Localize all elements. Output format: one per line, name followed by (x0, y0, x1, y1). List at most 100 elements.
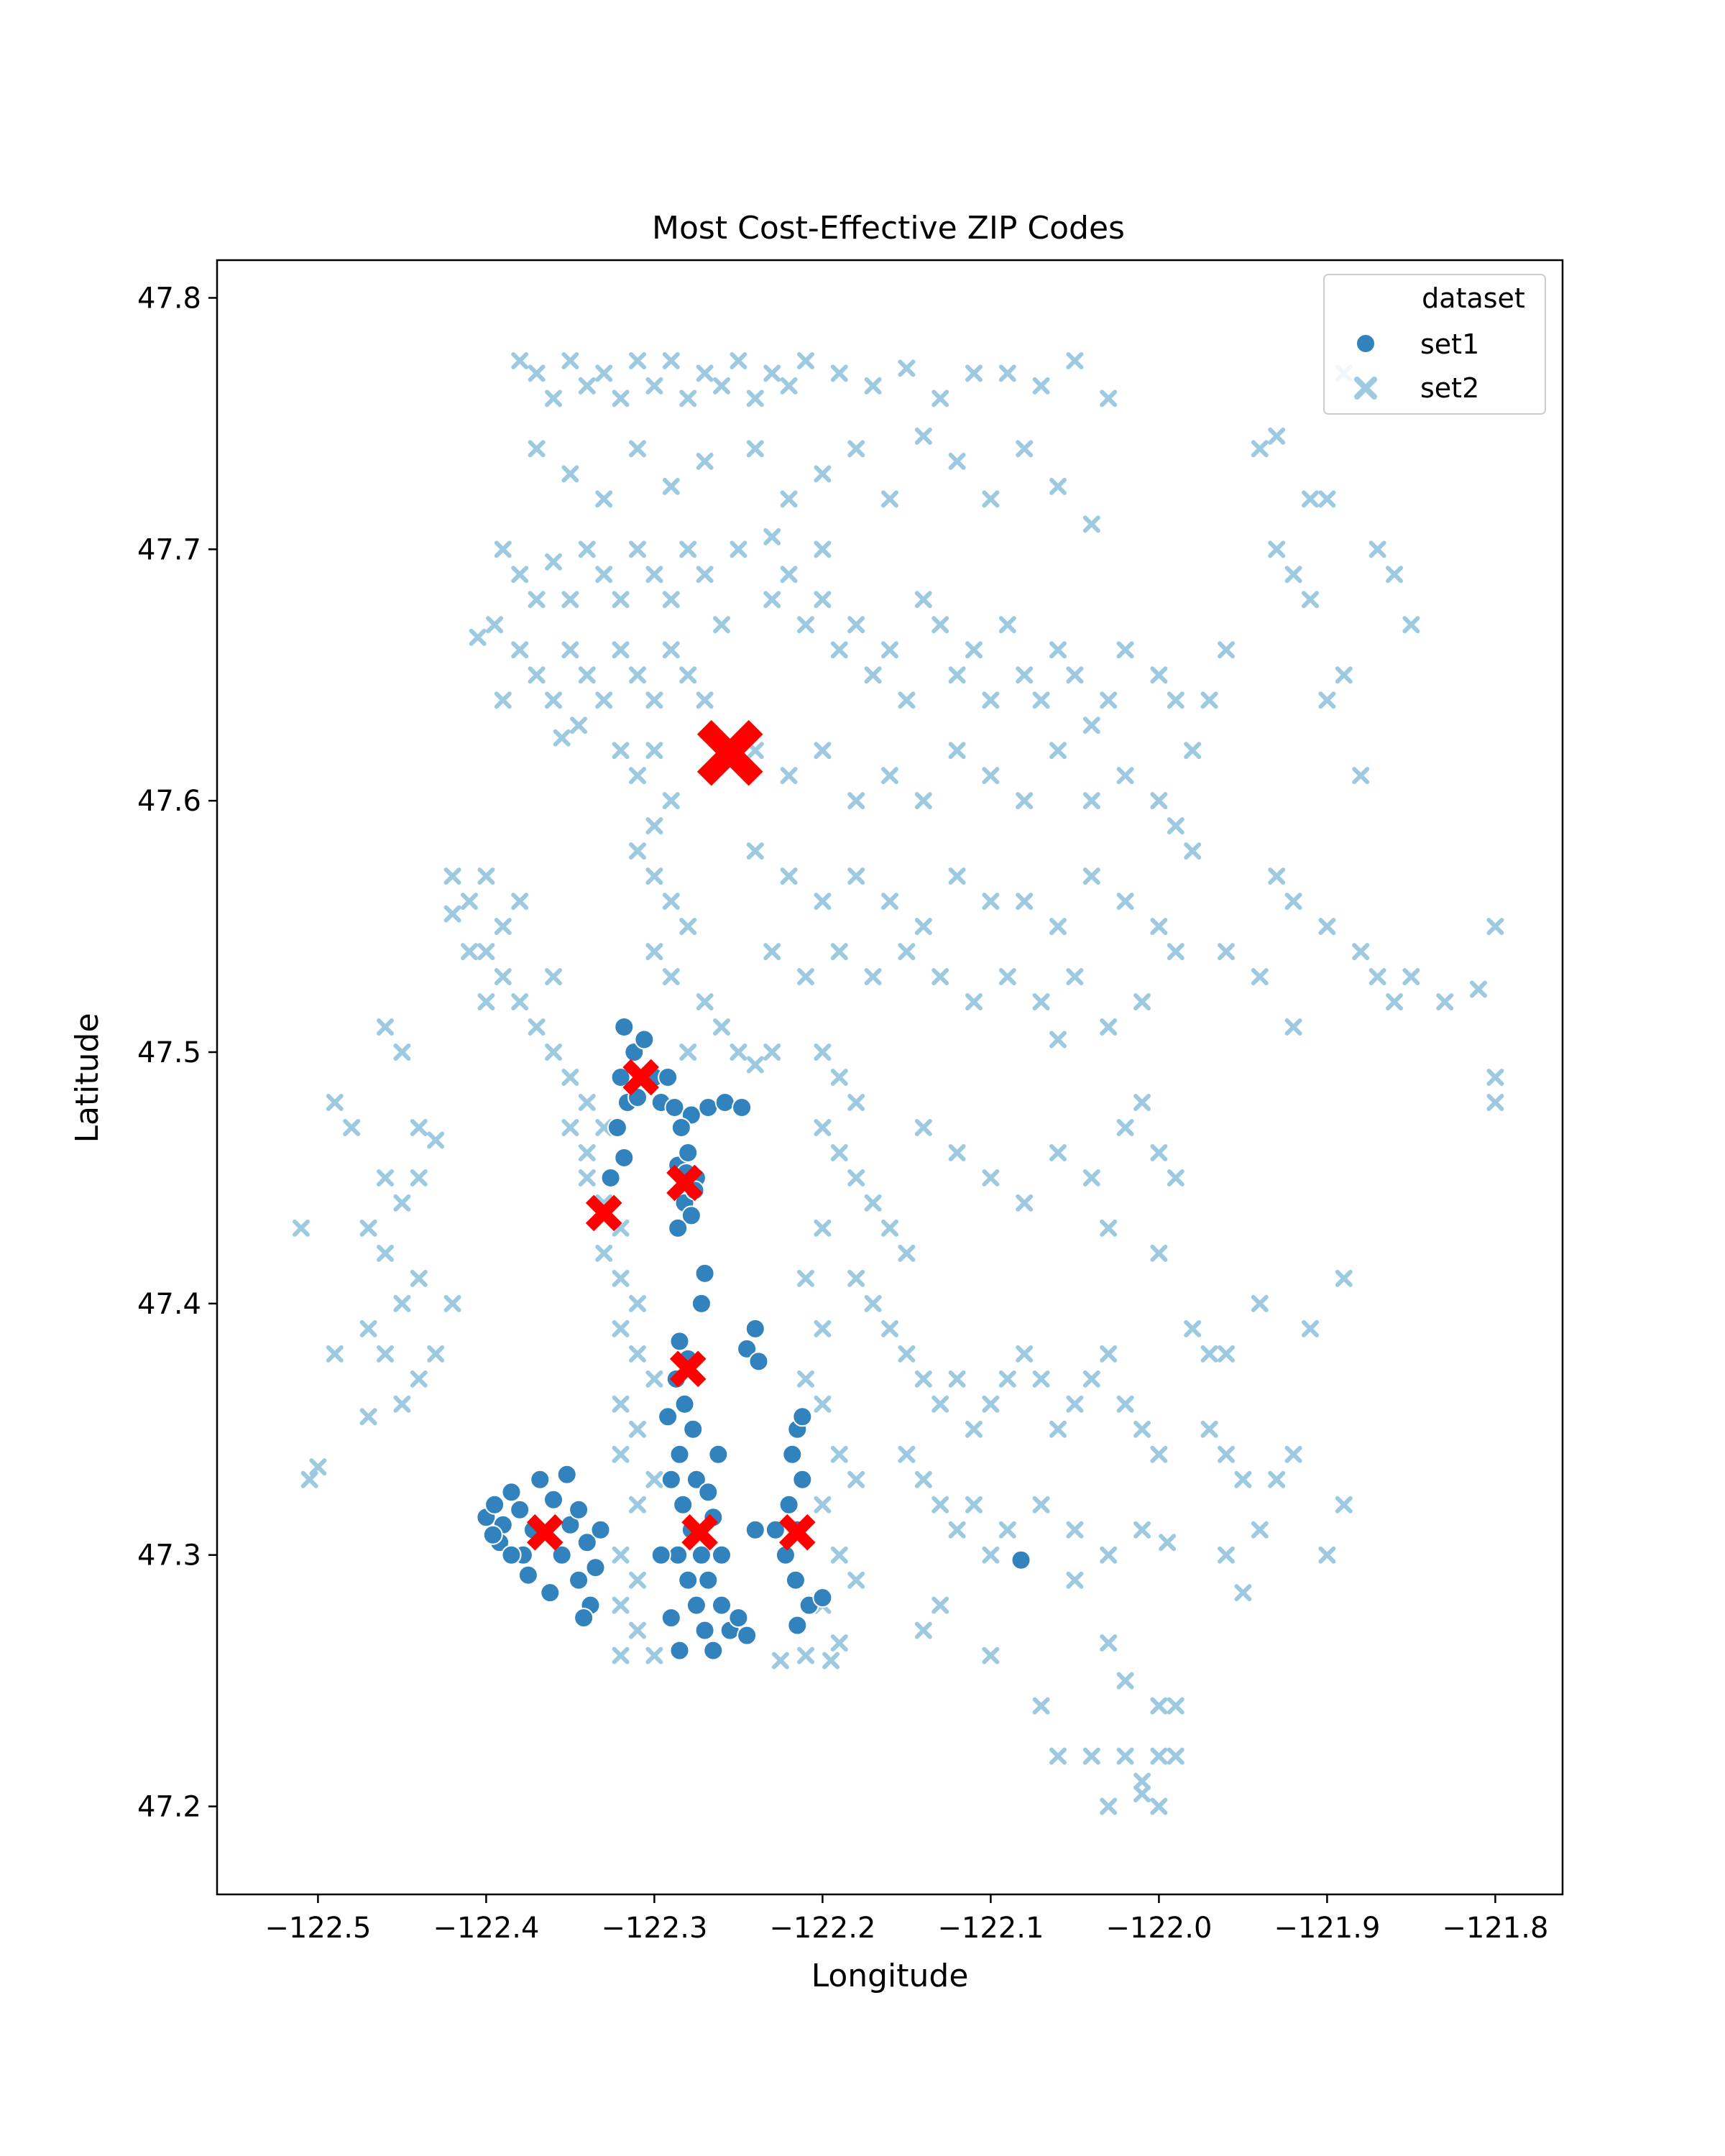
set2-point (965, 364, 983, 382)
x-tick-label: −122.3 (601, 1912, 707, 1945)
set2-point (1116, 1747, 1134, 1765)
set2-point (1116, 1118, 1134, 1136)
set1-point (714, 1092, 735, 1112)
set2-point (1066, 968, 1084, 986)
set2-point (763, 364, 781, 382)
set2-point (763, 943, 781, 961)
set2-point (578, 1093, 596, 1111)
set2-point (1032, 1496, 1050, 1514)
set2-point (528, 1018, 546, 1036)
set2-point (982, 1395, 1000, 1413)
set2-point (1016, 1345, 1034, 1363)
set2-point (780, 490, 798, 508)
set1-point (510, 1499, 530, 1520)
set2-point (763, 528, 781, 545)
set1-point (669, 1640, 690, 1661)
set2-point (679, 918, 697, 936)
set2-point (662, 591, 680, 609)
set2-point (1184, 742, 1202, 760)
set2-point (595, 364, 613, 382)
set2-point (578, 377, 596, 395)
set2-point (511, 641, 529, 659)
set2-point (730, 1044, 748, 1061)
set2-point (1082, 1370, 1100, 1388)
set2-point (847, 1093, 865, 1111)
set2-point (1318, 1546, 1336, 1564)
set2-point (1100, 1018, 1118, 1036)
highlight-point (669, 1350, 707, 1388)
set1-point (668, 1544, 689, 1565)
set1-point (698, 1482, 719, 1503)
set2-point (679, 666, 697, 684)
set2-point (1284, 566, 1302, 584)
set2-point (645, 691, 663, 709)
set2-point (1032, 691, 1050, 709)
set1-point (518, 1565, 538, 1585)
set2-point (1133, 993, 1151, 1011)
set1-point (792, 1406, 813, 1427)
set2-point (1032, 1370, 1050, 1388)
set2-point (359, 1319, 377, 1337)
set2-point (1049, 1420, 1067, 1438)
set2-point (1150, 792, 1168, 810)
set2-point (561, 591, 579, 609)
set2-point (662, 968, 680, 986)
set1-point (745, 1519, 765, 1540)
set1-point (607, 1117, 627, 1138)
set1-point (712, 1595, 732, 1616)
set2-point (932, 1496, 949, 1514)
set2-point (528, 440, 546, 458)
set2-point (326, 1093, 344, 1111)
set2-point (864, 968, 882, 986)
set2-point (1486, 1093, 1504, 1111)
set1-point (678, 1142, 699, 1163)
set2-point (948, 1521, 966, 1539)
set2-point (645, 742, 663, 760)
set1-point (661, 1469, 681, 1490)
plot-background (217, 260, 1563, 1894)
set2-point (359, 1408, 377, 1426)
set2-point (443, 867, 461, 885)
set2-point (1486, 1069, 1504, 1086)
set2-point (881, 1319, 898, 1337)
set2-point (847, 1571, 865, 1589)
set2-point (1234, 1584, 1252, 1602)
x-tick-label: −122.5 (264, 1912, 371, 1945)
y-tick-label: 47.7 (137, 533, 201, 566)
set2-point (696, 993, 714, 1011)
set2-point (1184, 1319, 1202, 1337)
plot-frame (216, 259, 1564, 1896)
set2-point (982, 691, 1000, 709)
set2-point (797, 1370, 814, 1388)
y-tick-label: 47.3 (137, 1539, 201, 1572)
set2-point (343, 1118, 361, 1136)
set2-point (629, 1621, 646, 1639)
set2-point (822, 1651, 840, 1669)
set1-point (585, 1557, 606, 1578)
set2-point (814, 540, 832, 558)
set2-point (746, 440, 764, 458)
set2-point (1116, 641, 1134, 659)
set2-point (1167, 1747, 1184, 1765)
set2-point (1049, 641, 1067, 659)
set1-point (614, 1017, 635, 1038)
set2-point (1167, 817, 1184, 835)
set2-point (410, 1370, 428, 1388)
y-tick-label: 47.2 (137, 1791, 201, 1824)
set2-point (443, 905, 461, 923)
set1-point (669, 1331, 690, 1352)
set2-point (629, 1571, 646, 1589)
set2-point (914, 792, 932, 810)
set2-point (511, 993, 529, 1011)
set2-point (1368, 540, 1386, 558)
set2-point (1284, 1445, 1302, 1463)
set1-point (792, 1469, 813, 1490)
legend-set2-label: set2 (1420, 372, 1479, 404)
set2-point (443, 1294, 461, 1312)
set1-point (698, 1570, 719, 1590)
set2-point (771, 1651, 789, 1669)
set1-point (686, 1469, 707, 1490)
set2-point (830, 1445, 848, 1463)
highlight-markers (526, 719, 816, 1551)
set2-point (578, 1169, 596, 1187)
